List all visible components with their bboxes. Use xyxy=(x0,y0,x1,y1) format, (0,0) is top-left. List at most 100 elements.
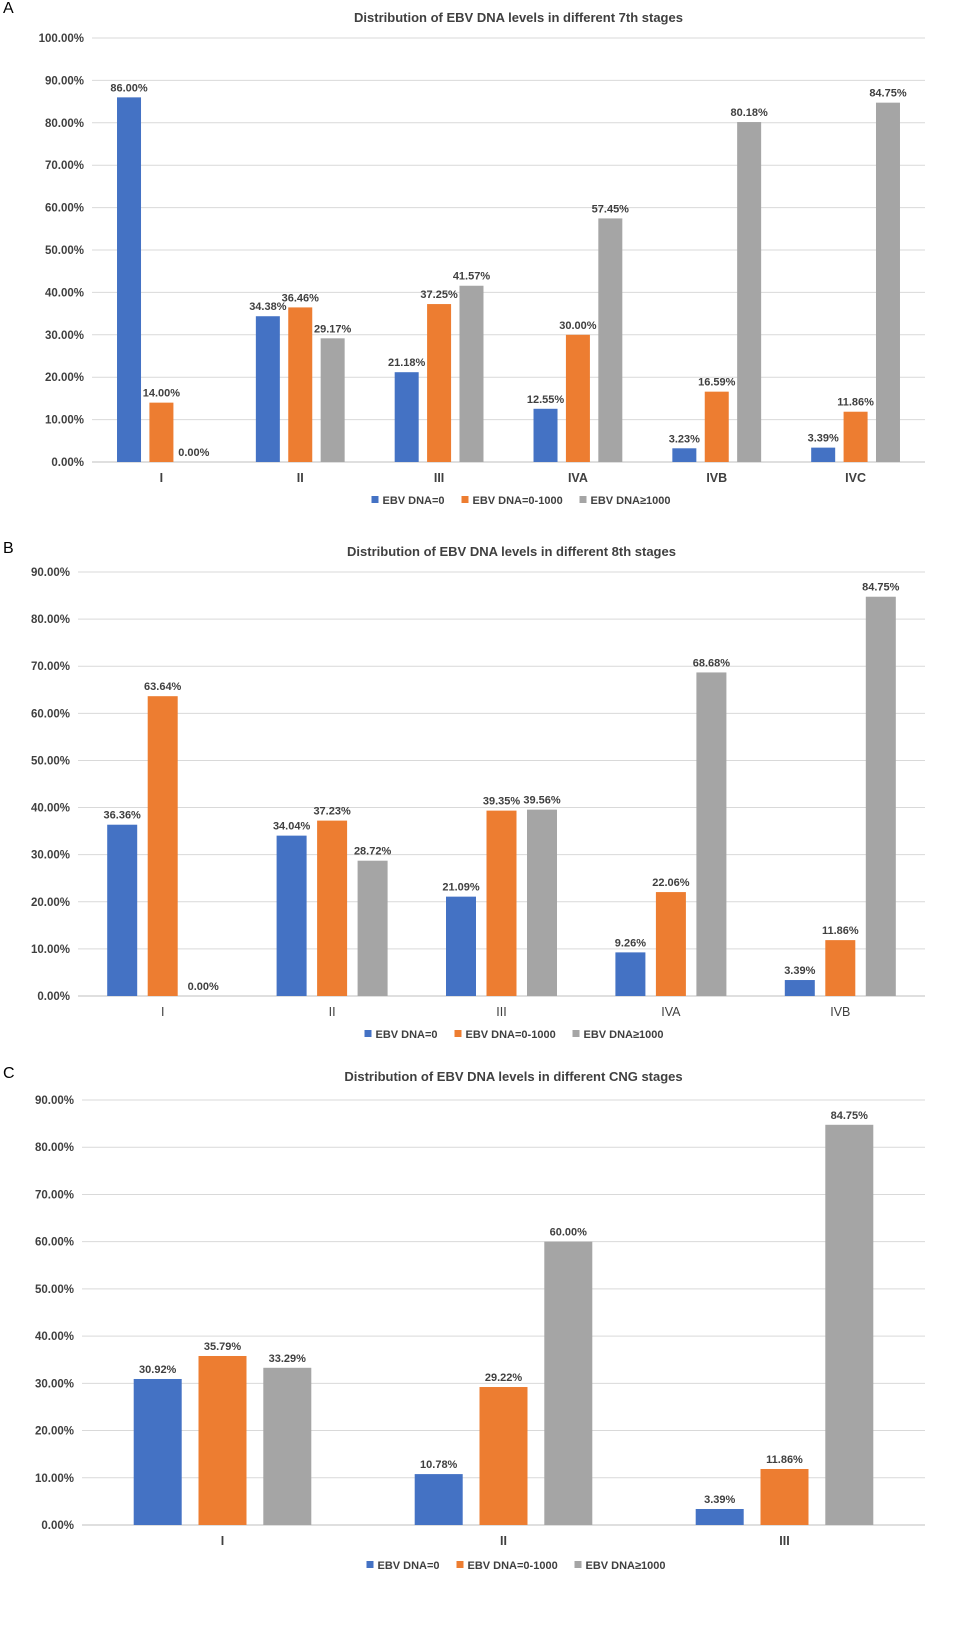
legend-swatch xyxy=(366,1561,374,1568)
y-tick-label: 10.00% xyxy=(45,415,84,427)
chart-panel-a: A Distribution of EBV DNA levels in diff… xyxy=(0,0,965,530)
chart-panel-c: C Distribution of EBV DNA levels in diff… xyxy=(0,1065,965,1625)
y-tick-label: 50.00% xyxy=(31,755,70,767)
x-tick-label: IVB xyxy=(706,471,727,485)
data-label: 0.00% xyxy=(188,981,219,993)
chart-c: Distribution of EBV DNA levels in differ… xyxy=(35,1069,925,1572)
legend-swatch xyxy=(371,496,379,503)
legend-swatch xyxy=(572,1030,580,1037)
chart-a: Distribution of EBV DNA levels in differ… xyxy=(39,10,925,507)
chart-b: Distribution of EBV DNA levels in differ… xyxy=(31,544,925,1041)
data-label: 37.23% xyxy=(313,806,351,818)
legend-label: EBV DNA≥1000 xyxy=(591,495,671,507)
data-label: 22.06% xyxy=(652,877,690,889)
data-label: 80.18% xyxy=(730,107,768,119)
bar xyxy=(875,102,900,462)
data-label: 86.00% xyxy=(110,82,148,94)
data-label: 84.75% xyxy=(869,88,907,100)
data-label: 57.45% xyxy=(592,203,630,215)
data-label: 14.00% xyxy=(143,388,181,400)
y-tick-label: 40.00% xyxy=(45,287,84,299)
y-tick-label: 50.00% xyxy=(35,1284,74,1296)
y-tick-label: 90.00% xyxy=(31,567,70,579)
bar xyxy=(598,218,623,462)
bar xyxy=(565,334,590,462)
data-label: 34.04% xyxy=(273,821,311,833)
y-tick-label: 20.00% xyxy=(35,1426,74,1438)
legend-label: EBV DNA=0 xyxy=(378,1560,440,1572)
x-tick-label: II xyxy=(297,471,304,485)
legend-label: EBV DNA≥1000 xyxy=(584,1029,664,1041)
data-label: 3.39% xyxy=(704,1494,735,1506)
y-tick-label: 20.00% xyxy=(31,897,70,909)
legend-label: EBV DNA=0-1000 xyxy=(473,495,563,507)
data-label: 21.09% xyxy=(442,882,480,894)
bar xyxy=(843,411,868,462)
data-label: 63.64% xyxy=(144,681,182,693)
bar xyxy=(320,338,345,462)
bar xyxy=(357,860,388,996)
data-label: 39.56% xyxy=(523,795,561,807)
bar xyxy=(737,122,762,462)
data-label: 28.72% xyxy=(354,846,392,858)
y-tick-label: 70.00% xyxy=(45,160,84,172)
y-tick-label: 40.00% xyxy=(35,1331,74,1343)
data-label: 10.78% xyxy=(420,1459,458,1471)
bar xyxy=(317,820,348,996)
y-tick-label: 20.00% xyxy=(45,372,84,384)
x-tick-label: IVB xyxy=(830,1005,850,1019)
bar xyxy=(704,391,729,462)
legend-swatch xyxy=(574,1561,582,1568)
y-tick-label: 30.00% xyxy=(35,1378,74,1390)
bar xyxy=(695,1508,744,1525)
data-label: 3.39% xyxy=(784,965,815,977)
panel-letter-a: A xyxy=(3,0,14,17)
bar xyxy=(825,1124,874,1525)
y-tick-label: 0.00% xyxy=(51,457,84,469)
bar xyxy=(147,696,178,996)
x-tick-label: IVA xyxy=(568,471,588,485)
y-tick-label: 80.00% xyxy=(31,614,70,626)
y-tick-label: 60.00% xyxy=(35,1237,74,1249)
bar xyxy=(276,835,307,996)
legend-swatch xyxy=(364,1030,372,1037)
bar xyxy=(394,372,419,462)
y-tick-label: 40.00% xyxy=(31,803,70,815)
data-label: 11.86% xyxy=(766,1454,803,1466)
chart-title: Distribution of EBV DNA levels in differ… xyxy=(344,1069,682,1084)
bar xyxy=(263,1367,312,1525)
y-tick-label: 60.00% xyxy=(45,203,84,215)
legend-swatch xyxy=(461,496,469,503)
bar xyxy=(672,448,697,462)
y-tick-label: 0.00% xyxy=(41,1520,74,1532)
bar xyxy=(865,596,896,996)
legend-swatch xyxy=(579,496,587,503)
data-label: 39.35% xyxy=(483,796,521,808)
y-tick-label: 80.00% xyxy=(35,1142,74,1154)
bar xyxy=(459,285,484,462)
chart-title: Distribution of EBV DNA levels in differ… xyxy=(347,544,676,559)
data-label: 11.86% xyxy=(837,397,874,409)
data-label: 30.92% xyxy=(139,1364,177,1376)
data-label: 29.17% xyxy=(314,323,352,335)
legend-label: EBV DNA=0-1000 xyxy=(468,1560,558,1572)
panel-letter-b: B xyxy=(3,540,14,557)
data-label: 68.68% xyxy=(693,657,731,669)
y-tick-label: 70.00% xyxy=(35,1189,74,1201)
bar xyxy=(655,892,686,996)
data-label: 84.75% xyxy=(862,582,900,594)
y-tick-label: 30.00% xyxy=(45,330,84,342)
legend-label: EBV DNA=0 xyxy=(383,495,445,507)
legend-swatch xyxy=(456,1561,464,1568)
x-tick-label: III xyxy=(434,471,444,485)
data-label: 36.36% xyxy=(104,810,142,822)
y-tick-label: 10.00% xyxy=(31,944,70,956)
legend-swatch xyxy=(454,1030,462,1037)
bar xyxy=(427,304,452,462)
y-tick-label: 70.00% xyxy=(31,661,70,673)
data-label: 36.46% xyxy=(282,292,320,304)
x-tick-label: IVC xyxy=(845,471,866,485)
panel-letter-c: C xyxy=(3,1065,15,1082)
y-tick-label: 80.00% xyxy=(45,118,84,130)
bar xyxy=(825,940,856,996)
